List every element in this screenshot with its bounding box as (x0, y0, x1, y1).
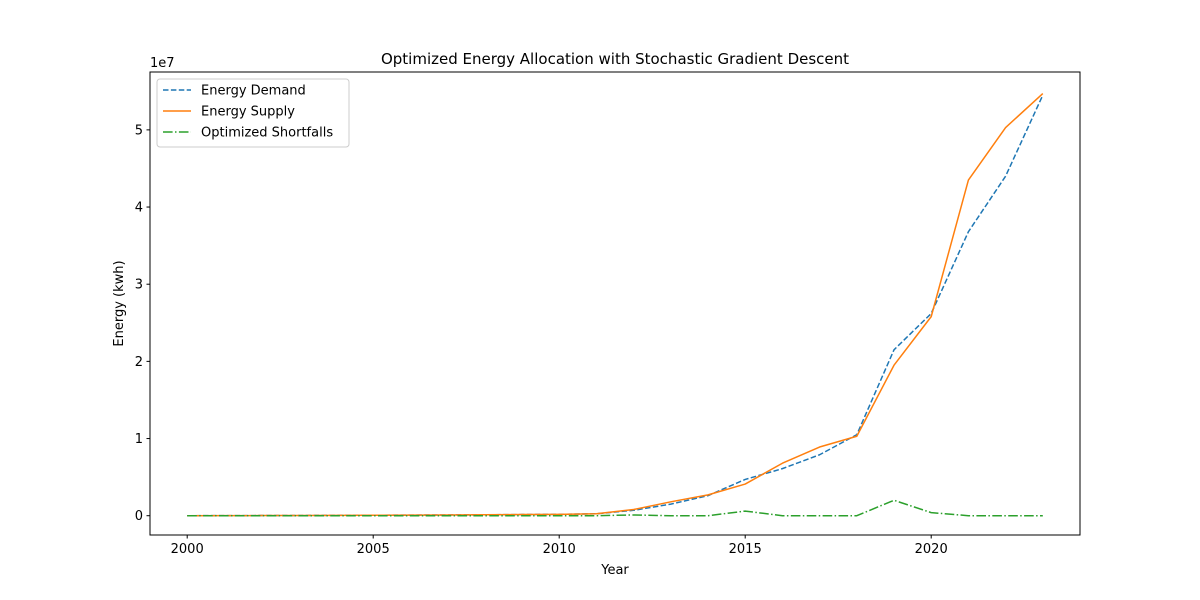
legend-label: Energy Supply (201, 105, 295, 120)
y-axis-offset-label: 1e7 (150, 56, 175, 71)
plot-frame (149, 71, 1081, 536)
y-tick-label: 1 (135, 432, 143, 447)
series-layer (187, 93, 1044, 517)
x-axis-label: Year (600, 563, 629, 578)
x-axis: 2000 2005 2010 2015 2020 (171, 535, 948, 557)
x-tick-label: 2020 (915, 542, 948, 557)
legend-frame (156, 78, 350, 148)
y-tick-label: 4 (135, 201, 143, 216)
y-tick-label: 5 (135, 123, 143, 138)
x-tick-label: 2000 (171, 542, 204, 557)
series-line (187, 93, 1044, 517)
y-tick-label: 0 (135, 509, 143, 524)
plot-area (149, 71, 1081, 536)
y-axis-label: Energy (kwh) (112, 260, 127, 346)
y-tick-label: 3 (135, 278, 143, 293)
legend: Energy Demand Energy Supply Optimized Shor… (156, 78, 350, 148)
y-axis: 0 1 2 3 4 5 (135, 123, 150, 524)
x-tick-label: 2015 (729, 542, 762, 557)
y-tick-label: 2 (135, 355, 143, 370)
legend-label: Energy Demand (201, 84, 306, 99)
legend-label: Optimized Shortfalls (201, 126, 333, 141)
x-tick-label: 2005 (357, 542, 390, 557)
series-line (187, 499, 1043, 517)
x-tick-label: 2010 (543, 542, 576, 557)
chart-title: Optimized Energy Allocation with Stochas… (381, 50, 849, 68)
